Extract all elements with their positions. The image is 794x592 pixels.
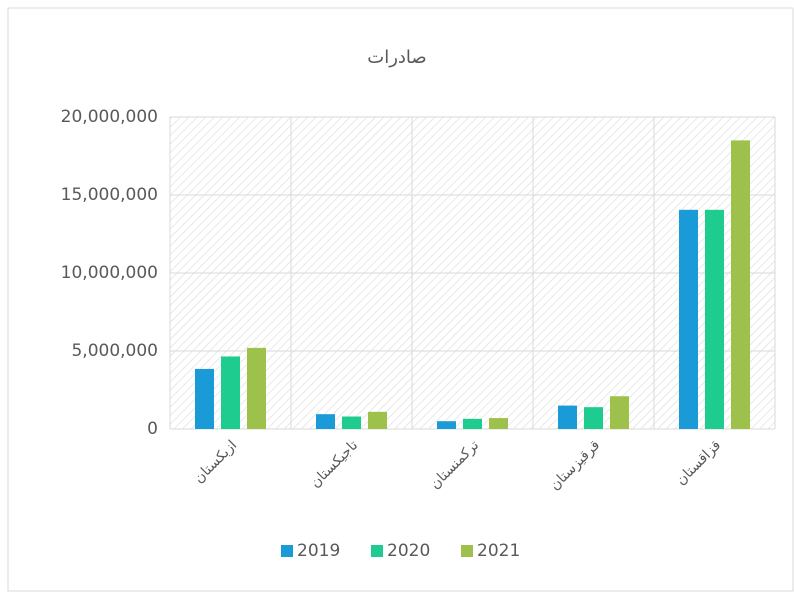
bar (247, 347, 266, 429)
bar (731, 140, 750, 429)
bar (705, 209, 724, 429)
bar (368, 411, 387, 429)
bar (463, 418, 482, 429)
bar (316, 414, 335, 429)
y-tick-label: 15,000,000 (61, 185, 158, 205)
bar (558, 405, 577, 429)
chart-title: صادرات (367, 47, 426, 68)
legend-swatch (461, 545, 473, 557)
bar (195, 368, 214, 429)
bar (221, 356, 240, 429)
legend-label: 2021 (477, 541, 520, 561)
y-tick-label: 5,000,000 (71, 341, 158, 361)
bar (610, 396, 629, 429)
bar (489, 418, 508, 429)
y-tick-label: 20,000,000 (61, 107, 158, 127)
bar (437, 421, 456, 429)
legend-swatch (281, 545, 293, 557)
y-tick-label: 10,000,000 (61, 263, 158, 283)
legend-swatch (371, 545, 383, 557)
legend-label: 2019 (297, 541, 340, 561)
bar (342, 416, 361, 429)
y-tick-label: 0 (147, 419, 158, 439)
bar (679, 209, 698, 429)
legend-label: 2020 (387, 541, 430, 561)
bar (584, 407, 603, 429)
